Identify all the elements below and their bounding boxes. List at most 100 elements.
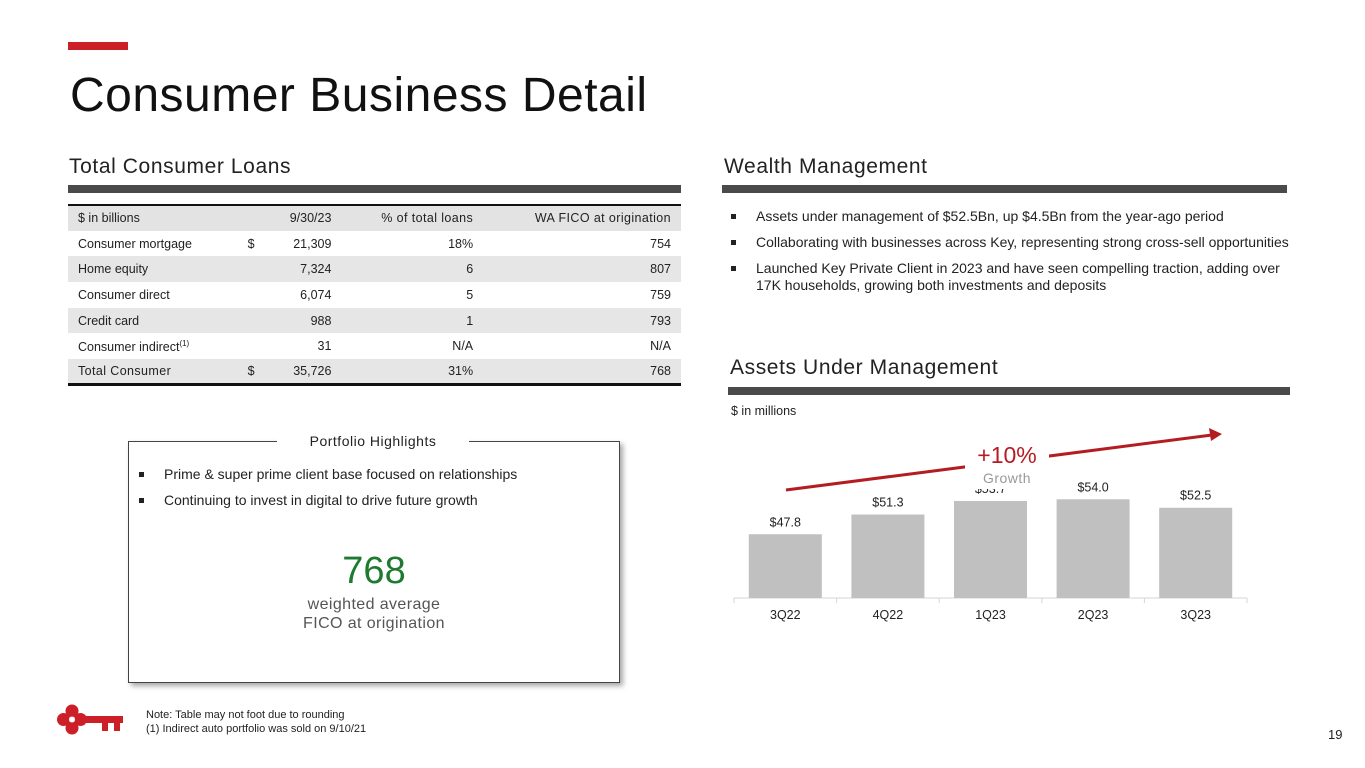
bullet-item: Assets under management of $52.5Bn, up $…	[729, 208, 1289, 225]
bullet-square-icon	[139, 472, 144, 477]
row-label-text: Consumer indirect	[78, 339, 180, 354]
table-row: Consumer indirect(1) 31 N/A N/A	[68, 333, 681, 359]
bar-1Q23	[954, 500, 1027, 598]
footnote-marker: (1)	[179, 338, 190, 348]
aum-heading-bar	[728, 387, 1290, 395]
growth-arrow-head-icon	[1209, 428, 1222, 441]
table-row: Credit card 988 1 793	[68, 307, 681, 334]
bullet-text: Launched Key Private Client in 2023 and …	[756, 260, 1280, 293]
row-value: 6,074	[300, 287, 332, 302]
growth-value: +10%	[977, 442, 1036, 468]
col-header-date: 9/30/23	[289, 211, 332, 226]
x-tick-label-3Q23: 3Q23	[1180, 608, 1211, 622]
row-dollar-sign	[238, 308, 268, 334]
fico-caption: weighted average FICO at origination	[129, 595, 619, 633]
fico-caption-line1: weighted average	[307, 596, 441, 613]
page-number: 19	[1328, 727, 1343, 742]
wealth-heading-bar	[722, 185, 1287, 193]
row-fico: 759	[650, 287, 671, 302]
row-pct: 1	[466, 313, 474, 328]
row-fico: N/A	[650, 339, 671, 354]
bar-2Q23	[1056, 499, 1130, 598]
col-header-pct: % of total loans	[381, 211, 474, 226]
total-dollar-sign: $	[247, 364, 255, 379]
data-label-4Q22: $51.3	[872, 496, 903, 510]
x-tick-label-3Q22: 3Q22	[770, 608, 801, 622]
bullet-item: Prime & super prime client base focused …	[137, 466, 607, 483]
data-label-3Q23: $52.5	[1180, 489, 1211, 503]
bullet-text: Collaborating with businesses across Key…	[756, 234, 1289, 250]
data-label-3Q22: $47.8	[770, 515, 801, 529]
aum-heading: Assets Under Management	[730, 356, 999, 379]
title-accent-bar	[68, 42, 128, 50]
table-total-row: Total Consumer $ 35,726 31% 768	[68, 359, 681, 385]
bullet-text: Assets under management of $52.5Bn, up $…	[756, 208, 1224, 224]
row-label: Consumer direct	[78, 287, 170, 302]
bar-3Q22	[748, 534, 822, 598]
row-dollar-sign	[238, 282, 268, 308]
table-row: Home equity 7,324 6 807	[68, 256, 681, 283]
row-value: 31	[317, 339, 332, 354]
total-value: 35,726	[293, 364, 332, 379]
fico-big-number: 768	[342, 550, 406, 592]
col-header-label: $ in billions	[78, 211, 140, 226]
page-title: Consumer Business Detail	[70, 69, 648, 122]
row-fico: 793	[650, 313, 671, 328]
row-dollar-sign	[238, 333, 268, 359]
bullet-square-icon	[139, 498, 144, 503]
bullet-item: Continuing to invest in digital to drive…	[137, 492, 607, 509]
x-tick-label-2Q23: 2Q23	[1078, 608, 1109, 622]
row-pct: 18%	[448, 236, 474, 251]
bullet-text: Prime & super prime client base focused …	[164, 466, 518, 482]
growth-label: Growth	[983, 470, 1031, 486]
aum-bar-chart: $47.8$51.3$53.7$54.0$52.5 3Q224Q221Q232Q…	[733, 428, 1248, 622]
row-label: Consumer mortgage	[78, 236, 192, 251]
fico-caption-line2: FICO at origination	[303, 615, 445, 632]
key-logo-icon	[57, 704, 123, 735]
loans-heading-bar	[68, 185, 681, 193]
row-value: 7,324	[300, 262, 332, 277]
footnote-block: Note: Table may not foot due to rounding…	[146, 708, 366, 736]
data-label-2Q23: $54.0	[1077, 480, 1108, 494]
row-pct: 5	[466, 287, 474, 302]
table-note: Note: Table may not foot due to rounding	[146, 709, 345, 721]
bar-3Q23	[1159, 507, 1233, 598]
col-header-fico: WA FICO at origination	[534, 211, 671, 226]
bullet-text: Continuing to invest in digital to drive…	[164, 492, 478, 508]
row-dollar-sign	[238, 256, 268, 282]
bullet-square-icon	[731, 240, 736, 245]
row-fico: 754	[650, 236, 671, 251]
total-fico: 768	[650, 364, 671, 379]
aum-units-label: $ in millions	[731, 404, 797, 418]
row-value: 21,309	[293, 236, 332, 251]
table-row: Consumer direct 6,074 5 759	[68, 282, 681, 308]
bullet-item: Launched Key Private Client in 2023 and …	[729, 260, 1289, 294]
portfolio-highlights-title: Portfolio Highlights	[277, 433, 469, 449]
loans-heading: Total Consumer Loans	[69, 155, 292, 178]
row-value: 988	[310, 313, 332, 328]
indirect-footnote: (1) Indirect auto portfolio was sold on …	[146, 723, 367, 735]
bullet-square-icon	[731, 214, 736, 219]
portfolio-highlights-box: Portfolio Highlights Prime & super prime…	[128, 433, 620, 683]
total-label: Total Consumer	[78, 364, 172, 379]
row-dollar-sign: $	[247, 236, 255, 251]
row-pct: 6	[466, 262, 474, 277]
table-header-row: $ in billions 9/30/23 % of total loans W…	[68, 205, 681, 231]
portfolio-bullets: Prime & super prime client base focused …	[137, 466, 607, 518]
consumer-loans-table: $ in billions 9/30/23 % of total loans W…	[68, 204, 681, 386]
bullet-item: Collaborating with businesses across Key…	[729, 234, 1289, 251]
total-pct: 31%	[448, 364, 474, 379]
wealth-bullets: Assets under management of $52.5Bn, up $…	[729, 208, 1289, 303]
wealth-heading: Wealth Management	[724, 155, 928, 178]
row-fico: 807	[650, 262, 671, 277]
bar-4Q22	[851, 514, 925, 598]
bullet-square-icon	[731, 266, 736, 271]
x-tick-label-1Q23: 1Q23	[975, 608, 1006, 622]
row-label: Home equity	[78, 262, 149, 277]
growth-label-backdrop	[965, 437, 1049, 489]
row-label: Credit card	[78, 313, 140, 328]
row-label: Consumer indirect(1)	[68, 333, 238, 359]
x-tick-label-4Q22: 4Q22	[873, 608, 904, 622]
table-row: Consumer mortgage $ 21,309 18% 754	[68, 231, 681, 257]
row-pct: N/A	[452, 339, 474, 354]
